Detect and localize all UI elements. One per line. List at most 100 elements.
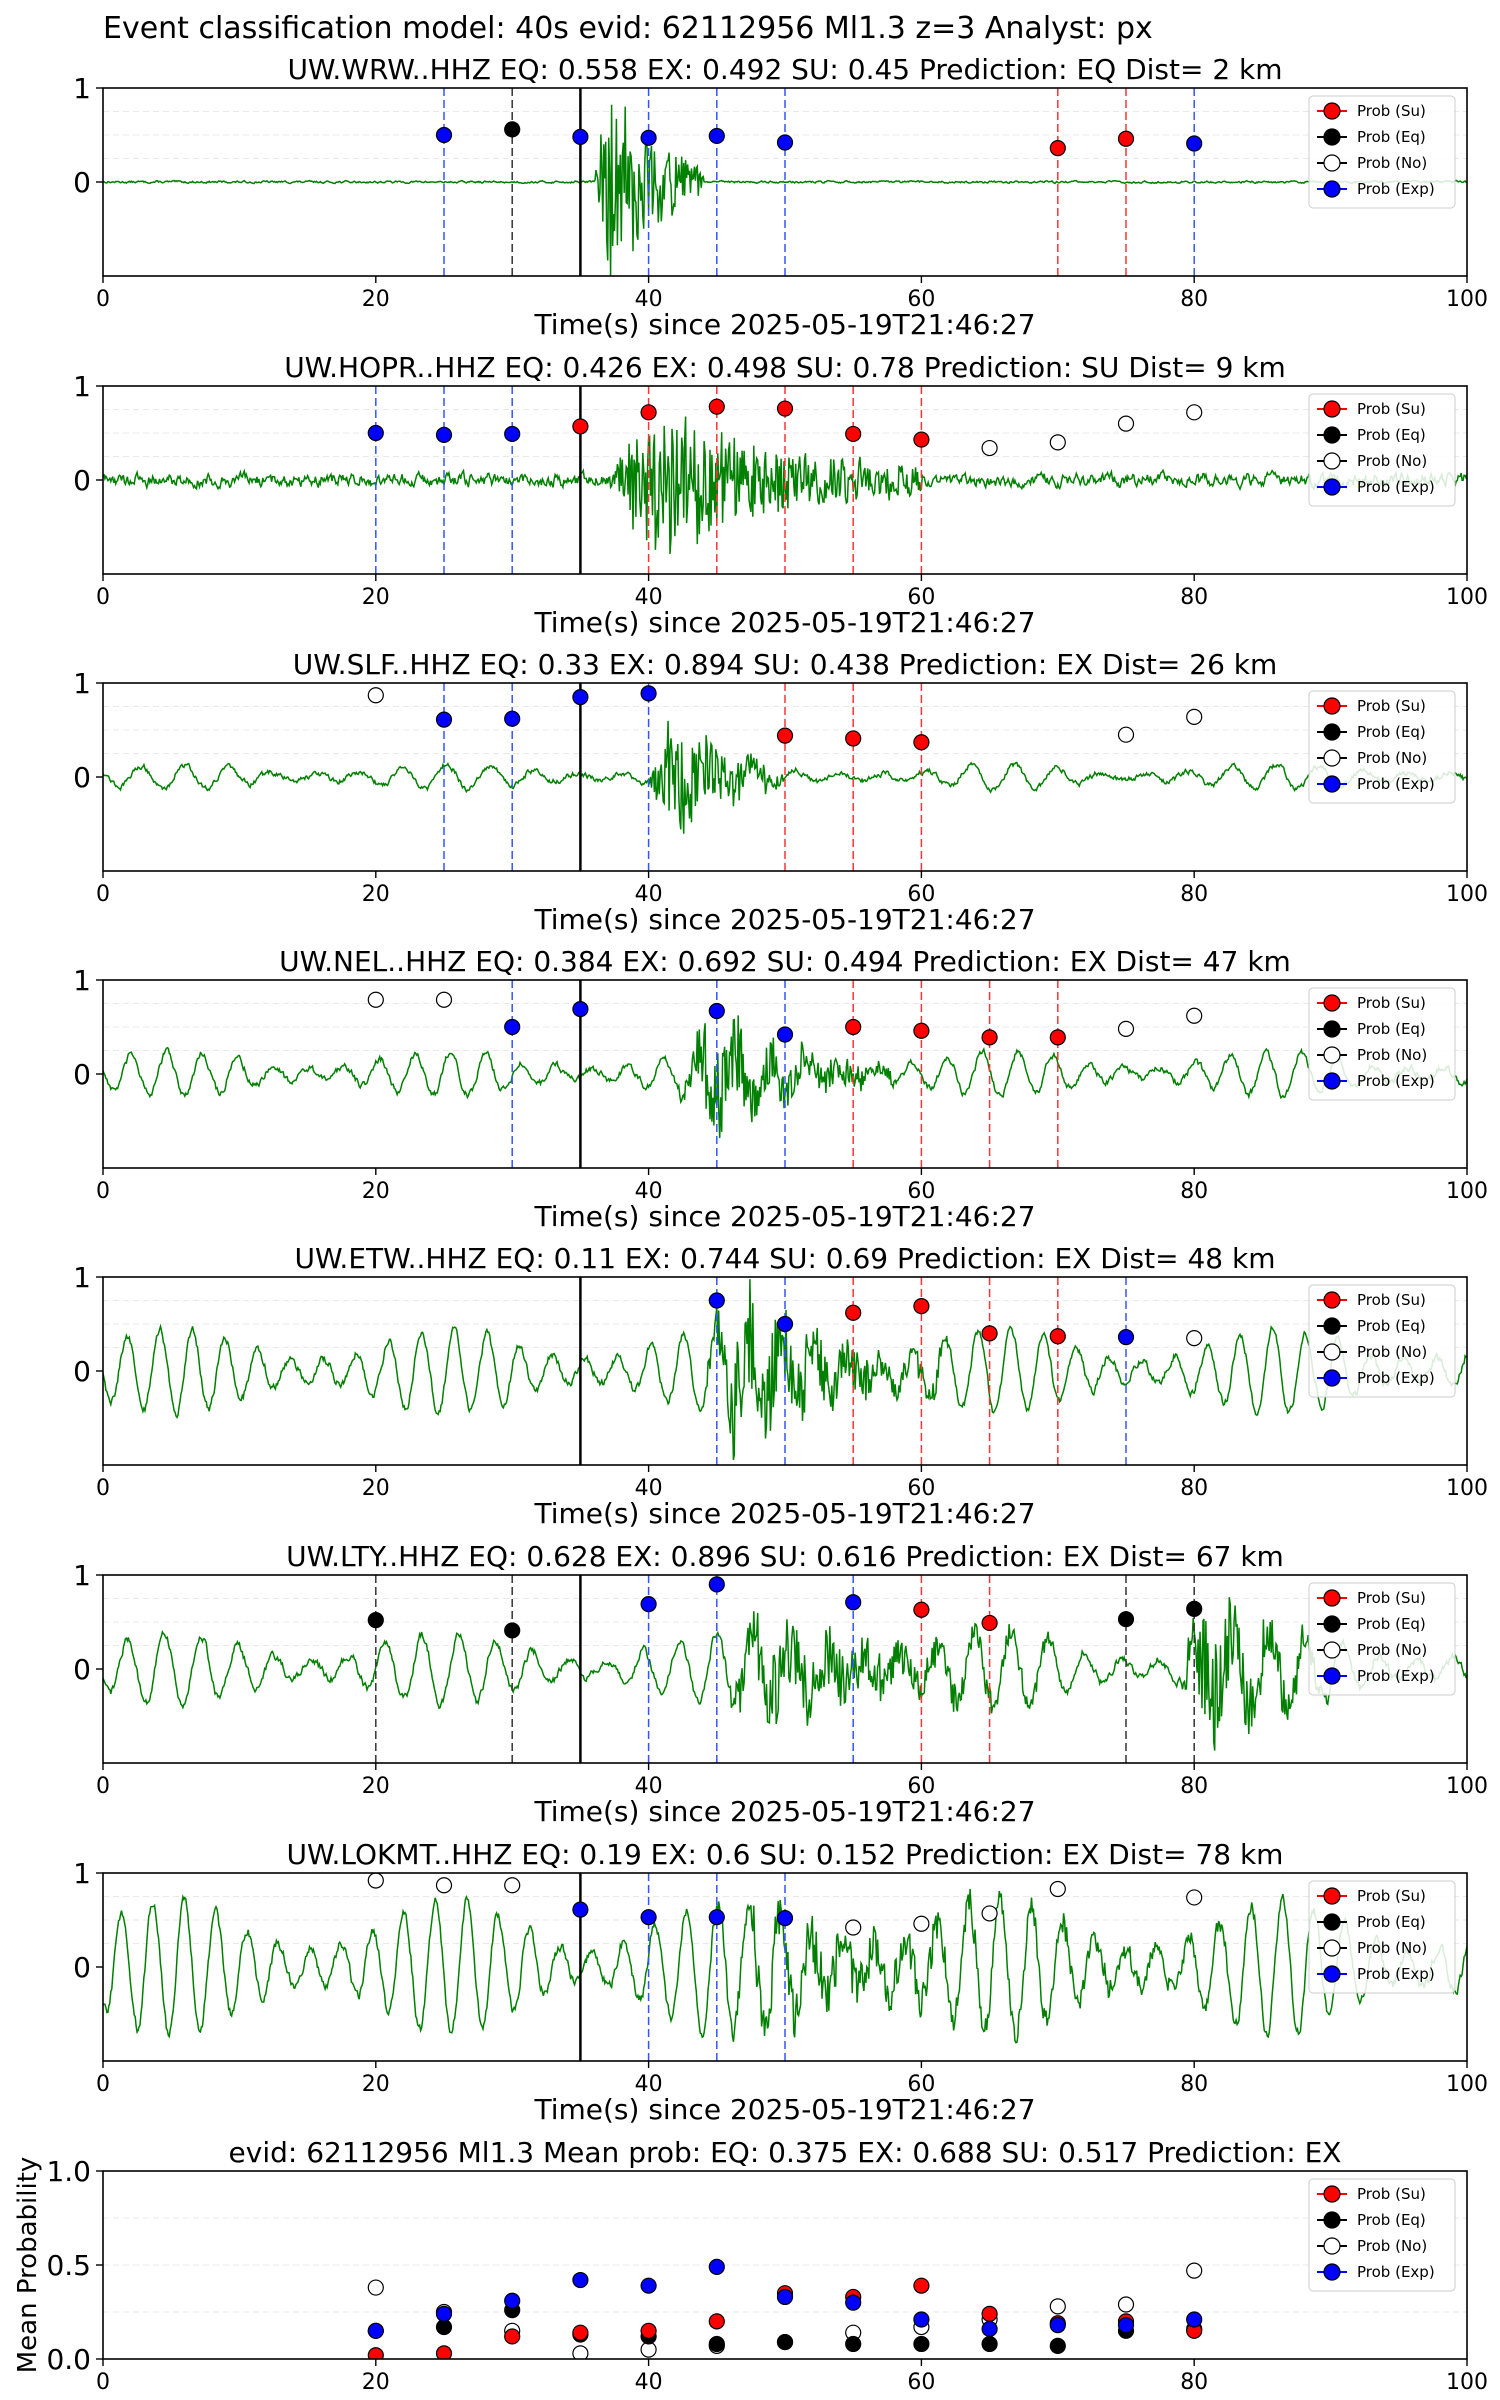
- prob-point-su: [1049, 1328, 1066, 1345]
- x-tick-label: 60: [907, 882, 935, 907]
- legend-label-eq: Prob (Eq): [1357, 426, 1426, 444]
- prob-point-exp: [435, 711, 453, 728]
- x-axis-label: Time(s) since 2025-05-19T21:46:27: [533, 1200, 1035, 1233]
- prob-point-exp: [708, 1292, 725, 1309]
- legend-marker-no: [1323, 154, 1341, 172]
- prob-point-exp: [708, 1576, 725, 1593]
- x-tick-label: 0: [96, 2072, 110, 2097]
- panel-title: UW.SLF..HHZ EQ: 0.33 EX: 0.894 SU: 0.438…: [293, 648, 1278, 681]
- mean-prob-point-exp: [1117, 2317, 1135, 2334]
- mean-prob-point-exp: [640, 2277, 657, 2294]
- prob-point-exp: [640, 1596, 657, 1613]
- legend-marker-exp: [1323, 1965, 1341, 1983]
- x-axis-label: Time(s) since 2025-05-19T21:46:27: [533, 1795, 1035, 1828]
- plot-area: [367, 2258, 1203, 2359]
- x-tick-label: 60: [907, 1179, 935, 1204]
- panels: UW.WRW..HHZ EQ: 0.558 EX: 0.492 SU: 0.45…: [13, 53, 1488, 2395]
- legend-marker-su: [1323, 994, 1341, 1012]
- y-tick-label: 0: [73, 166, 91, 199]
- legend-label-exp: Prob (Exp): [1357, 775, 1435, 793]
- prob-point-exp: [708, 1909, 725, 1926]
- legend-marker-exp: [1323, 1369, 1341, 1387]
- mean-prob-point-su: [504, 2328, 521, 2345]
- legend-marker-su: [1323, 1589, 1341, 1607]
- mean-prob-point-su: [572, 2324, 589, 2341]
- legend-label-exp: Prob (Exp): [1357, 1072, 1435, 1090]
- x-tick-label: 100: [1446, 1179, 1488, 1204]
- legend-marker-exp: [1323, 775, 1341, 793]
- prob-point-su: [708, 398, 725, 415]
- legend-label-eq: Prob (Eq): [1357, 2211, 1426, 2229]
- waveform-trace: [103, 104, 1467, 276]
- prob-point-no: [1186, 708, 1203, 725]
- x-tick-label: 20: [362, 2370, 390, 2395]
- legend-label-eq: Prob (Eq): [1357, 1317, 1426, 1335]
- prob-point-su: [981, 1325, 998, 1342]
- x-tick-label: 80: [1180, 2370, 1208, 2395]
- legend-marker-su: [1323, 102, 1341, 120]
- prob-point-exp: [572, 1901, 589, 1918]
- mean-prob-point-exp: [776, 2288, 794, 2306]
- legend-marker-no: [1323, 452, 1341, 470]
- x-tick-label: 0: [96, 1476, 110, 1501]
- y-tick-label: 1: [73, 667, 91, 700]
- legend-marker-su: [1323, 1291, 1341, 1309]
- plot-area: [103, 88, 1467, 276]
- prob-point-su: [981, 1029, 998, 1046]
- legend-box: [1308, 393, 1456, 507]
- x-tick-label: 20: [362, 2072, 390, 2097]
- y-tick-label: 0: [73, 761, 91, 794]
- mean-prob-point-su: [367, 2347, 384, 2359]
- x-tick-label: 20: [362, 1476, 390, 1501]
- y-axis-label: Mean Probability: [13, 2157, 43, 2374]
- x-axis-label: Time(s) since 2025-05-19T21:46:27: [533, 2093, 1035, 2126]
- legend-label-exp: Prob (Exp): [1357, 1667, 1435, 1685]
- prob-point-no: [367, 1873, 384, 1889]
- legend-marker-eq: [1323, 1317, 1341, 1335]
- mean-prob-point-su: [913, 2277, 930, 2294]
- x-tick-label: 100: [1446, 1476, 1488, 1501]
- x-tick-label: 80: [1180, 2072, 1208, 2097]
- legend-label-no: Prob (No): [1357, 1641, 1427, 1659]
- panel-title: UW.WRW..HHZ EQ: 0.558 EX: 0.492 SU: 0.45…: [287, 53, 1282, 86]
- prob-point-su: [1049, 1029, 1066, 1046]
- legend-label-eq: Prob (Eq): [1357, 1615, 1426, 1633]
- mean-prob-point-eq: [845, 2335, 862, 2353]
- prob-point-no: [1186, 1007, 1203, 1024]
- legend-marker-exp: [1323, 1072, 1341, 1090]
- plot-area: [103, 1277, 1467, 1465]
- prob-point-no: [913, 1915, 930, 1932]
- x-tick-label: 20: [362, 1179, 390, 1204]
- x-tick-label: 40: [635, 2072, 663, 2097]
- legend-label-exp: Prob (Exp): [1357, 478, 1435, 496]
- prob-point-su: [845, 1018, 862, 1036]
- x-tick-label: 40: [635, 585, 663, 610]
- x-axis-label: Time(s) since 2025-05-19T21:46:27: [533, 606, 1035, 639]
- prob-point-exp: [708, 127, 725, 145]
- legend-label-su: Prob (Su): [1357, 994, 1426, 1012]
- prob-point-eq: [504, 121, 521, 138]
- x-tick-label: 0: [96, 882, 110, 907]
- prob-point-exp: [435, 426, 453, 443]
- prob-point-exp: [776, 1910, 794, 1927]
- panel-title: evid: 62112956 Ml1.3 Mean prob: EQ: 0.37…: [229, 2136, 1342, 2169]
- prob-point-exp: [776, 1315, 794, 1333]
- legend-label-no: Prob (No): [1357, 749, 1427, 767]
- legend-marker-no: [1323, 749, 1341, 767]
- legend-marker-eq: [1323, 1615, 1341, 1633]
- prob-point-su: [845, 730, 862, 747]
- x-tick-label: 60: [907, 585, 935, 610]
- panel-2: UW.HOPR..HHZ EQ: 0.426 EX: 0.498 SU: 0.7…: [73, 351, 1488, 639]
- panel-8: evid: 62112956 Ml1.3 Mean prob: EQ: 0.37…: [13, 2136, 1488, 2395]
- prob-point-exp: [572, 128, 589, 145]
- x-tick-label: 60: [907, 1476, 935, 1501]
- prob-point-no: [504, 1877, 521, 1894]
- legend-label-eq: Prob (Eq): [1357, 128, 1426, 146]
- x-tick-label: 60: [907, 2072, 935, 2097]
- x-tick-label: 100: [1446, 2370, 1488, 2395]
- prob-point-exp: [1117, 1329, 1135, 1346]
- legend-marker-no: [1323, 2237, 1341, 2255]
- x-tick-label: 0: [96, 2370, 110, 2395]
- x-tick-label: 20: [362, 1774, 390, 1799]
- prob-point-su: [776, 727, 794, 744]
